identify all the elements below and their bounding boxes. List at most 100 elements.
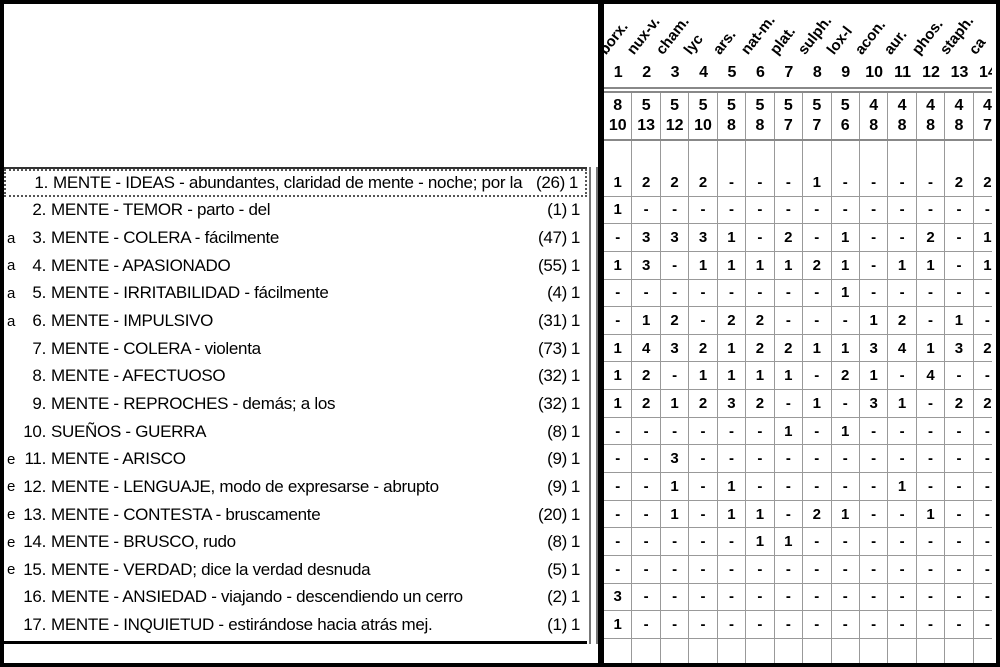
grid-cell: - (974, 501, 992, 528)
rubric-label: MENTE - IRRITABILIDAD - fácilmente (51, 283, 329, 303)
remedy-header-ars[interactable]: ars. (709, 26, 740, 58)
grid-cell: 2 (661, 169, 690, 196)
rubric-prefix: a (7, 257, 16, 275)
column-number: 8 (812, 63, 822, 81)
rubric-row[interactable]: 17. MENTE - INQUIETUD - estirándose hacia… (4, 611, 587, 639)
rubric-row[interactable]: e 11. MENTE - ARISCO (9) 1 (4, 445, 587, 473)
grid-cell: - (945, 362, 974, 390)
rubric-remedy-count: (9) (547, 476, 567, 496)
grid-cell: - (974, 445, 992, 472)
grid-gap-cell (945, 141, 974, 169)
grid-cell: 3 (860, 334, 889, 362)
grid-cell: - (888, 528, 917, 555)
remedy-header-borx[interactable]: borx. (598, 18, 632, 58)
grid-cell: 1 (632, 307, 661, 334)
column-points-sum: 8 (926, 117, 935, 134)
grid-cell: - (661, 528, 690, 555)
grid-cell: - (917, 583, 946, 611)
rubric-row[interactable]: e 14. MENTE - BRUSCO, rudo (8) 1 (4, 528, 587, 556)
grid-cell: 3 (604, 583, 633, 611)
rubric-intensity: 1 (570, 255, 580, 275)
rubric-row[interactable]: 9. MENTE - REPROCHES - demás; a los (32) 1 (4, 390, 587, 418)
grid-cell: - (974, 528, 992, 555)
rubric-row[interactable]: e 12. MENTE - LENGUAJE, modo de expresarse… (4, 473, 587, 501)
grid-cell: - (775, 169, 804, 196)
rubric-row[interactable]: 8. MENTE - AFECTUOSO (32) 1 (4, 362, 587, 390)
rubric-remedy-count: (9) (547, 449, 567, 469)
remedy-header-acon[interactable]: acon. (851, 16, 890, 58)
grid-cell: - (689, 555, 718, 583)
rubric-number: 14. (23, 532, 46, 552)
grid-cell: - (860, 279, 889, 307)
rubric-row[interactable]: 2. MENTE - TEMOR - parto - del (1) 1 (4, 197, 587, 225)
grid-cell: 1 (604, 362, 633, 390)
grid-cell: 2 (718, 307, 747, 334)
rubric-row[interactable]: a 6. MENTE - IMPULSIVO (31) 1 (4, 307, 587, 335)
grid-cell: - (746, 611, 775, 638)
column-number: 4 (699, 63, 708, 81)
rubric-row[interactable]: a 4. MENTE - APASIONADO (55) 1 (4, 252, 587, 280)
rubric-row[interactable]: a 5. MENTE - IRRITABILIDAD - fácilmente (4)… (4, 280, 587, 308)
grid-cell: 2 (974, 390, 992, 417)
column-points-sum: 8 (954, 117, 964, 134)
grid-empty-cell (974, 639, 992, 663)
rubric-number: 13. (23, 504, 46, 524)
grid-cell: 1 (604, 196, 633, 224)
grid-cell: - (860, 224, 889, 251)
grid-cell: - (888, 445, 917, 473)
grid-gap-cell (746, 141, 775, 169)
grid-cell: - (803, 307, 832, 334)
grid-cell: 2 (974, 169, 992, 196)
rubric-row[interactable]: 7. MENTE - COLERA - violenta (73) 1 (4, 335, 587, 363)
rubric-list-scrollbar[interactable] (589, 167, 598, 644)
rubric-row[interactable]: a 3. MENTE - COLERA - fácilmente (47) 1 (4, 224, 587, 252)
rubric-row[interactable]: e 15. MENTE - VERDAD; dice la verdad desnu… (4, 556, 587, 584)
grid-cell: - (803, 555, 832, 583)
column-number: 1 (613, 63, 623, 81)
rubric-row[interactable]: 16. MENTE - ANSIEDAD - viajando - descend… (4, 584, 587, 612)
remedy-header-lyc[interactable]: lyc (680, 31, 708, 58)
rubric-number: 5. (32, 283, 46, 303)
grid-cell: 2 (689, 334, 718, 362)
rubric-list: 1. MENTE - IDEAS - abundantes, claridad d… (4, 167, 587, 644)
column-rubric-count: 5 (755, 97, 765, 114)
rubric-row[interactable]: e 13. MENTE - CONTESTA - bruscamente (20) 1 (4, 501, 587, 529)
grid-cell: - (860, 528, 889, 555)
grid-cell: 3 (689, 224, 718, 251)
rubric-remedy-count: (32) (537, 393, 567, 413)
rubric-prefix: a (7, 229, 16, 247)
grid-cell: 1 (775, 417, 804, 445)
grid-empty-cell (888, 638, 917, 663)
column-numbers-row: 1234567891011121314 (604, 58, 992, 87)
remedy-header-phos[interactable]: phos. (908, 16, 947, 58)
rubric-number: 1. (34, 172, 48, 192)
rubric-prefix: e (7, 533, 16, 551)
rubric-number: 9. (32, 393, 46, 413)
rubric-label: MENTE - COLERA - fácilmente (51, 228, 280, 248)
grid-cell: - (661, 555, 690, 583)
grid-cell: - (888, 169, 917, 196)
grid-gap-cell (604, 141, 633, 169)
grid-cell: - (888, 500, 917, 528)
grid-cell: - (888, 196, 917, 224)
grid-cell: 1 (945, 307, 974, 334)
remedy-header-ca[interactable]: ca (965, 34, 990, 58)
column-rubric-count: 5 (641, 97, 651, 114)
rubric-intensity: 1 (570, 228, 580, 248)
grid-cell: 1 (718, 473, 747, 500)
grid-cell: - (689, 417, 718, 445)
rubric-remedy-count: (73) (537, 338, 567, 358)
column-points-sum: 8 (897, 117, 907, 134)
rubric-remedy-count: (1) (547, 615, 567, 635)
rubric-row[interactable]: 10. SUEÑOS - GUERRA (8) 1 (4, 418, 587, 446)
grid-cell: - (604, 417, 633, 445)
grid-cell: - (917, 307, 946, 334)
column-number: 13 (950, 63, 969, 81)
column-rubric-count: 5 (840, 97, 850, 114)
rubric-row[interactable]: 1. MENTE - IDEAS - abundantes, claridad d… (4, 169, 587, 197)
grid-cell: - (689, 279, 718, 307)
